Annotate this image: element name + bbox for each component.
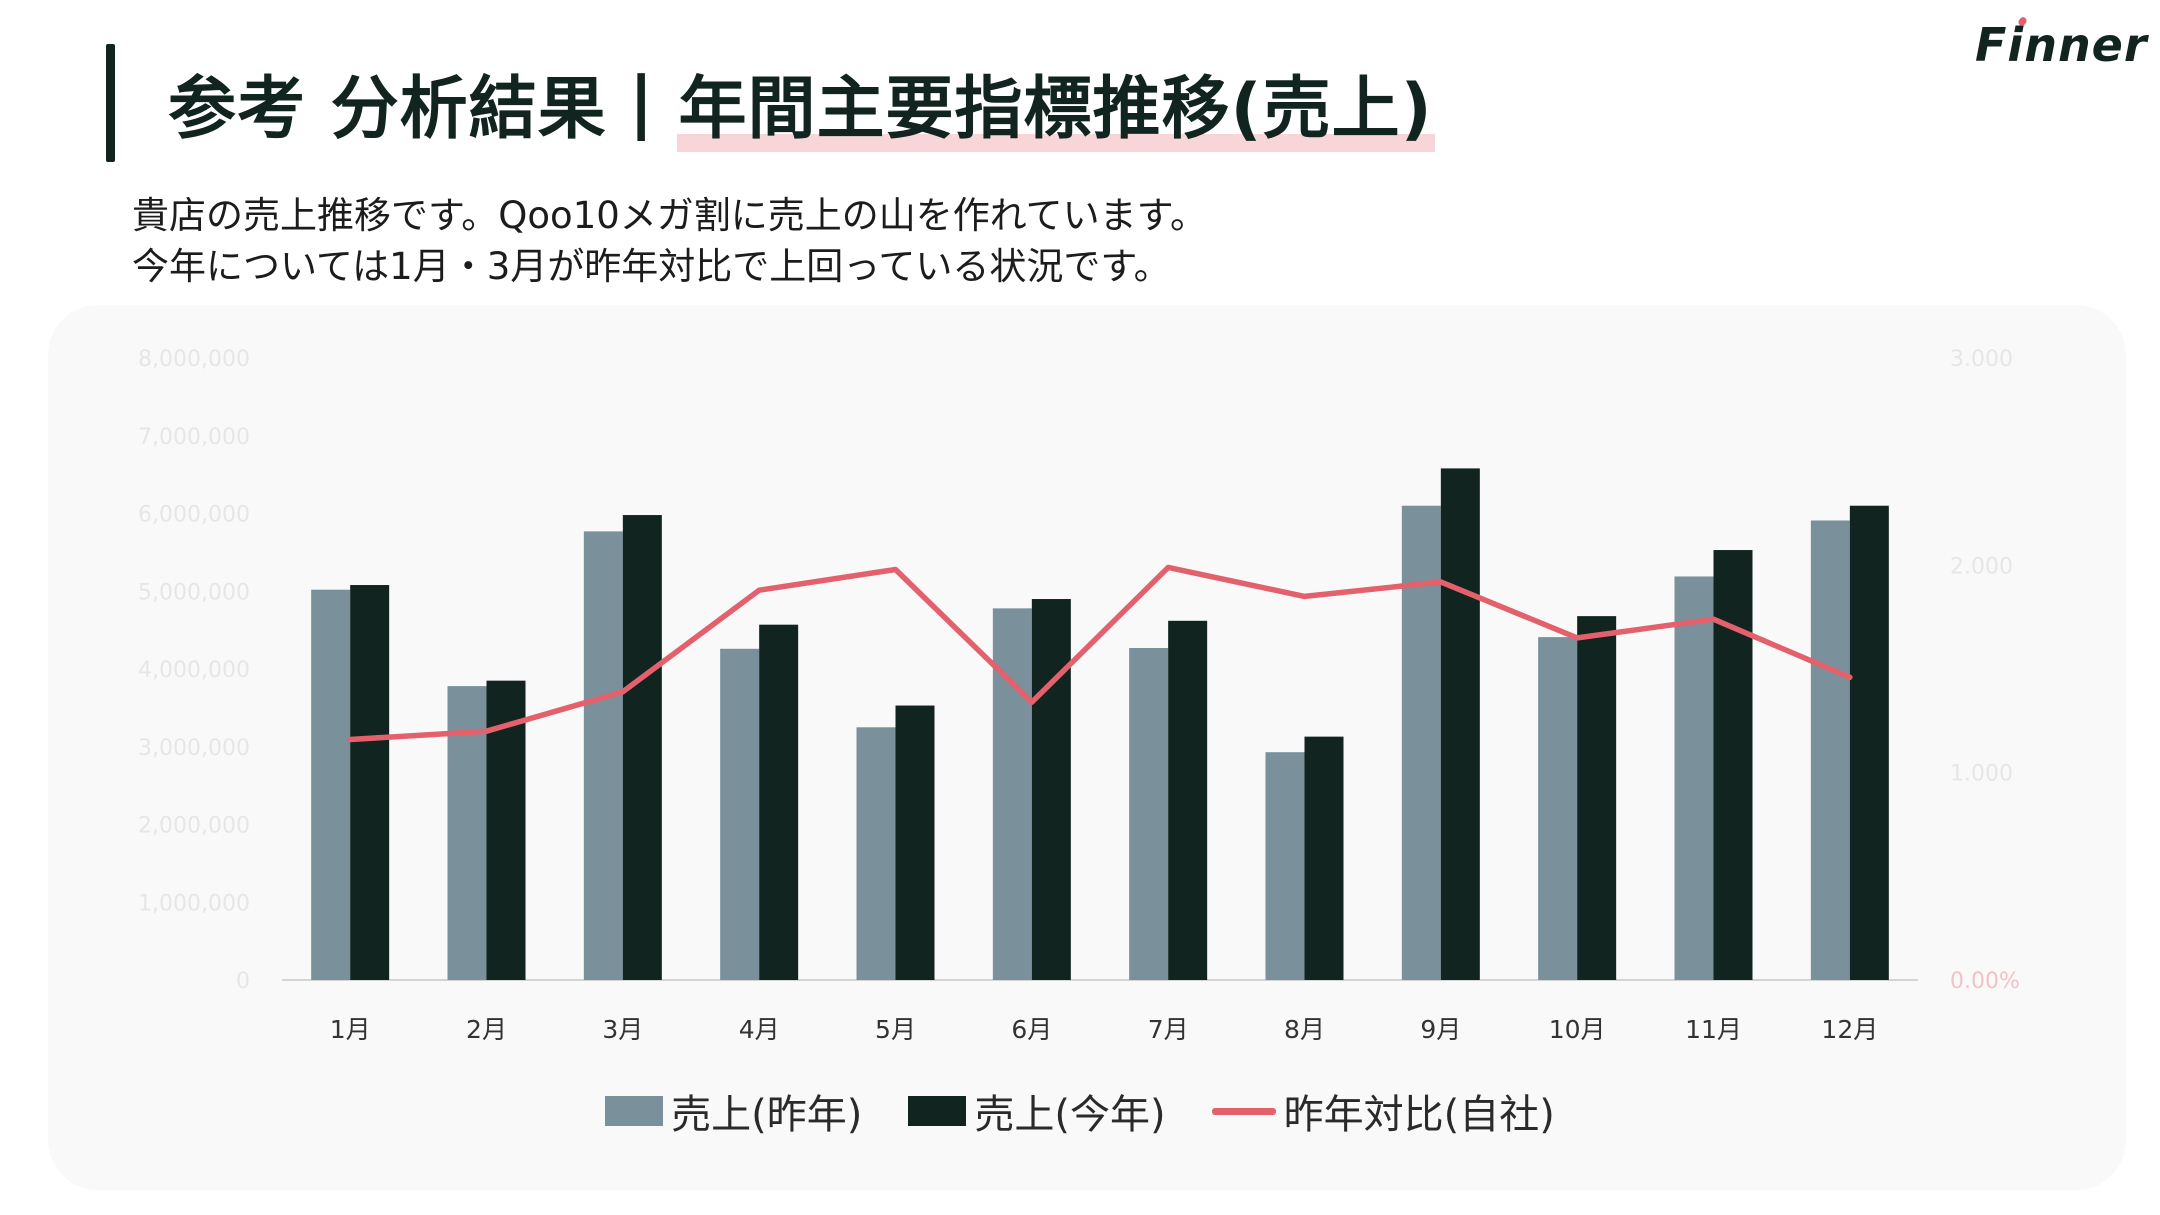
bar-prev-year: [1810, 520, 1850, 980]
y-left-tick-label: 2,000,000: [138, 814, 250, 839]
description-line-2: 今年については1月・3月が昨年対比で上回っている状況です。: [132, 245, 1171, 288]
bar-prev-year: [583, 531, 623, 980]
bar-this-year: [1577, 616, 1617, 980]
bar-this-year: [1849, 505, 1889, 980]
x-tick-label: 10月: [1549, 1015, 1606, 1044]
ratio-point: [1029, 699, 1035, 705]
ratio-point: [1165, 564, 1171, 570]
bar-prev-year: [992, 608, 1032, 980]
x-tick-label: 11月: [1685, 1015, 1742, 1044]
x-tick-label: 4月: [739, 1015, 780, 1044]
bar-this-year: [759, 624, 799, 980]
page-title-left: 参考 分析結果: [168, 69, 607, 149]
bar-this-year: [895, 705, 935, 980]
x-tick-label: 7月: [1148, 1015, 1189, 1044]
bar-this-year: [1168, 620, 1208, 980]
x-tick-label: 12月: [1821, 1015, 1878, 1044]
legend-item-this-year: 売上(今年): [908, 1082, 1166, 1140]
legend-item-prev-year: 売上(昨年): [605, 1082, 862, 1140]
ratio-point: [484, 728, 489, 734]
bar-prev-year: [720, 648, 760, 980]
bar-prev-year: [1538, 637, 1578, 980]
x-tick-label: 9月: [1420, 1015, 1461, 1044]
title-accent-bar: [106, 44, 115, 162]
page-title-right: 年間主要指標推移(売上): [676, 52, 1435, 152]
bar-this-year: [1031, 599, 1071, 980]
y-left-tick-label: 0: [236, 969, 250, 994]
x-tick-label: 2月: [466, 1015, 507, 1044]
legend-label-prev-year: 売上(昨年): [671, 1092, 863, 1138]
bar-prev-year: [1129, 648, 1169, 980]
bar-prev-year: [1401, 505, 1441, 980]
bar-prev-year: [1265, 752, 1305, 980]
x-tick-label: 3月: [602, 1015, 643, 1044]
y-right-tick-label: 0.00%: [1950, 969, 2020, 994]
finner-logo: Finner: [1975, 18, 2148, 72]
y-right-tick-label: 3.000: [1950, 347, 2013, 372]
x-tick-label: 8月: [1284, 1015, 1325, 1044]
ratio-point: [347, 736, 353, 742]
legend-item-ratio: 昨年対比(自社): [1211, 1082, 1555, 1140]
bar-this-year: [1440, 468, 1480, 980]
y-left-tick-label: 3,000,000: [138, 736, 250, 761]
y-left-tick-label: 6,000,000: [138, 503, 250, 528]
description-line-1: 貴店の売上推移です。Qoo10メガ割に売上の山を作れています。: [132, 194, 1207, 237]
ratio-point: [1847, 674, 1853, 680]
ratio-point: [1302, 593, 1307, 599]
x-tick-label: 1月: [330, 1015, 371, 1044]
legend-label-ratio: 昨年対比(自社): [1283, 1092, 1555, 1138]
bar-prev-year: [1674, 576, 1714, 980]
bar-prev-year: [856, 727, 896, 980]
chart-panel: [48, 305, 2126, 1190]
page-title: 参考 分析結果 | 年間主要指標推移(売上): [168, 52, 1435, 152]
x-tick-label: 5月: [875, 1015, 916, 1044]
ratio-point: [893, 566, 898, 572]
bar-this-year: [1304, 736, 1344, 980]
y-left-tick-label: 7,000,000: [138, 425, 250, 450]
description: 貴店の売上推移です。Qoo10メガ割に売上の山を作れています。 今年については1…: [132, 190, 1207, 292]
ratio-point: [1574, 635, 1580, 641]
bar-prev-year: [311, 589, 351, 980]
legend-label-this-year: 売上(今年): [974, 1092, 1166, 1138]
x-tick-label: 6月: [1011, 1015, 1052, 1044]
ratio-line: [347, 564, 1853, 743]
legend-swatch-prev-year: [605, 1096, 664, 1126]
y-left-tick-label: 5,000,000: [138, 580, 250, 605]
y-left-tick-label: 1,000,000: [138, 891, 250, 916]
y-left-tick-label: 4,000,000: [138, 658, 250, 683]
legend-swatch-this-year: [908, 1096, 967, 1126]
bar-this-year: [622, 515, 662, 980]
ratio-point: [756, 587, 762, 593]
ratio-point: [1438, 579, 1444, 585]
y-left-tick-label: 8,000,000: [138, 347, 250, 372]
bar-this-year: [1713, 550, 1753, 980]
chart-legend: 売上(昨年) 売上(今年) 昨年対比(自社): [0, 1082, 2160, 1140]
page-title-separator: |: [628, 62, 655, 142]
ratio-point: [620, 689, 626, 695]
ratio-point: [1711, 616, 1716, 622]
y-right-tick-label: 2.000: [1950, 554, 2013, 579]
bar-this-year: [350, 585, 390, 980]
legend-swatch-ratio: [1211, 1107, 1276, 1115]
y-right-tick-label: 1.000: [1950, 762, 2013, 787]
